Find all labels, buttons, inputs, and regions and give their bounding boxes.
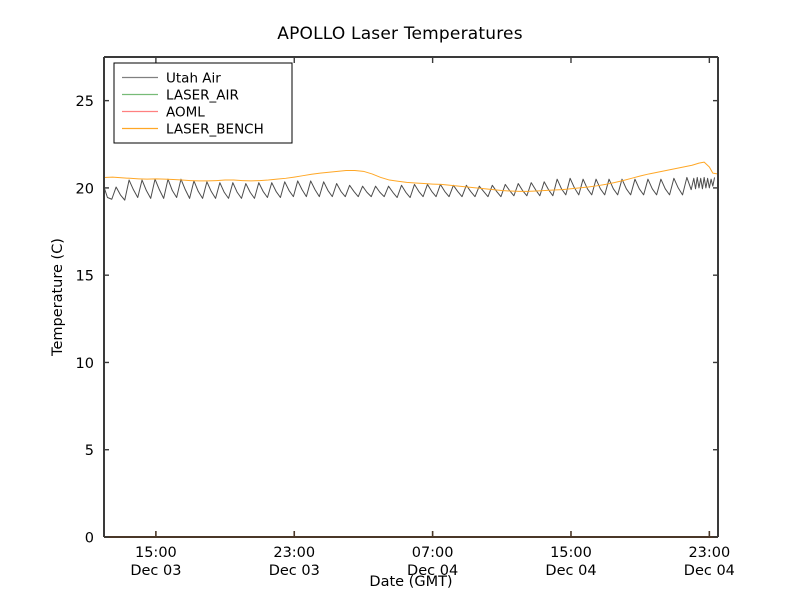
x-tick-label-date: Dec 04 xyxy=(545,563,596,579)
legend-label-utah-air: Utah Air xyxy=(166,71,221,87)
x-tick-label-time: 15:00 xyxy=(550,545,592,561)
series-line-utah-air xyxy=(103,176,716,201)
x-tick-label-time: 23:00 xyxy=(688,545,730,561)
legend-label-laser-air: LASER_AIR xyxy=(166,88,239,104)
legend-box xyxy=(113,62,293,144)
series-line-laser-bench xyxy=(103,161,719,192)
x-tick-label-date: Dec 03 xyxy=(269,563,320,579)
x-tick-label-time: 15:00 xyxy=(135,545,177,561)
legend-label-laser-bench: LASER_BENCH xyxy=(166,122,264,138)
y-tick-label: 10 xyxy=(76,356,94,372)
x-tick-label-time: 07:00 xyxy=(412,545,454,561)
y-tick-label: 20 xyxy=(76,181,94,197)
chart-title: APOLLO Laser Temperatures xyxy=(277,24,523,44)
x-tick-label-date: Dec 04 xyxy=(407,563,458,579)
y-tick-label: 15 xyxy=(76,269,94,285)
y-tick-label: 25 xyxy=(76,94,94,110)
x-tick-label-date: Dec 03 xyxy=(130,563,181,579)
y-axis-title: Temperature (C) xyxy=(50,238,66,357)
x-axis-title: Date (GMT) xyxy=(369,574,452,590)
x-tick-label-time: 23:00 xyxy=(273,545,315,561)
y-tick-label: 0 xyxy=(85,531,94,547)
y-tick-label: 5 xyxy=(85,443,94,459)
x-tick-label-date: Dec 04 xyxy=(684,563,735,579)
legend-label-aoml: AOML xyxy=(166,105,205,121)
